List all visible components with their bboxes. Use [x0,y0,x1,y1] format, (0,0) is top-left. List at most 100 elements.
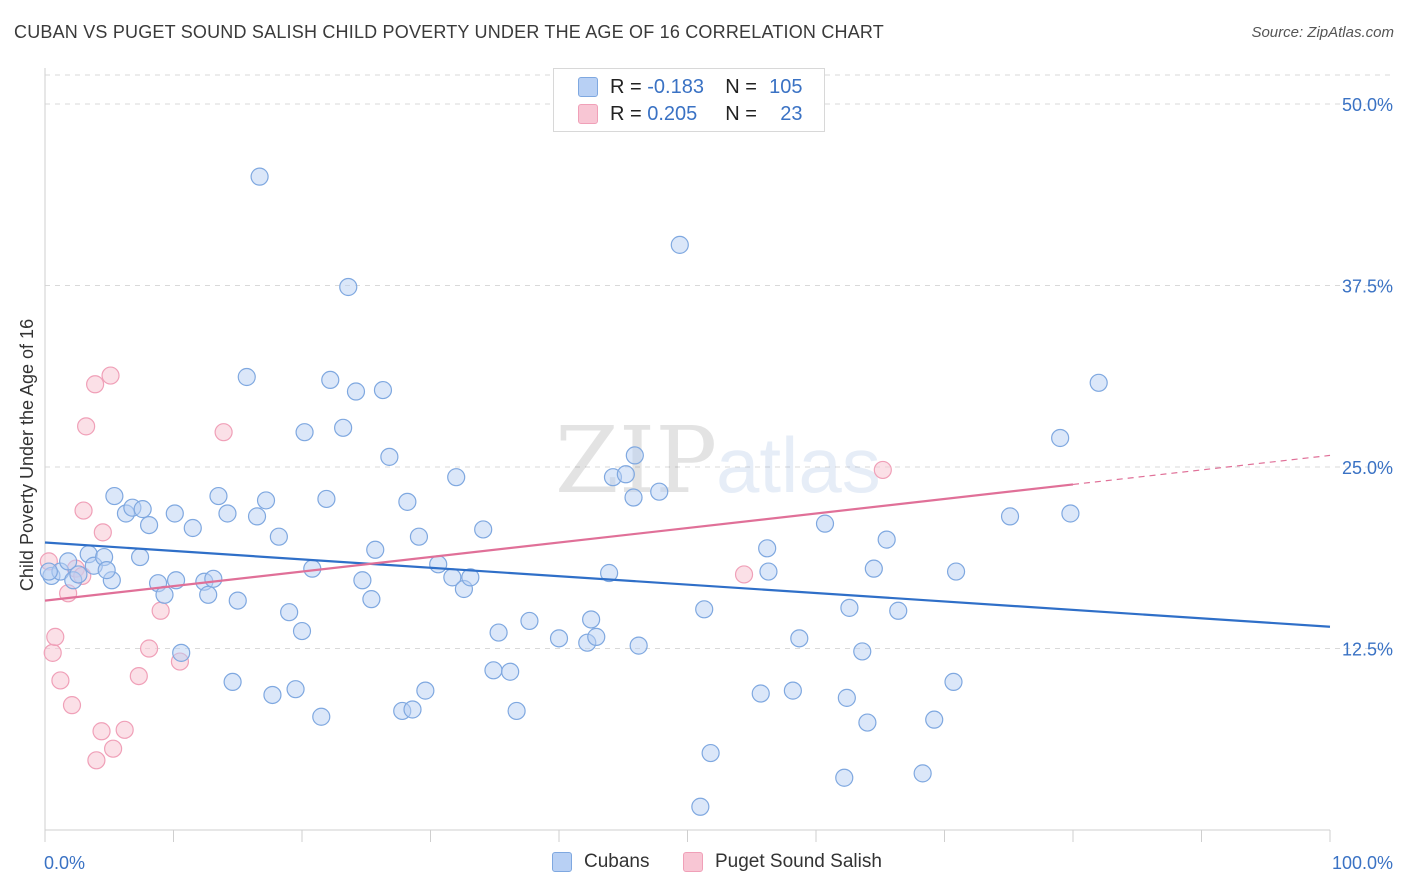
data-point-cubans [1089,373,1108,392]
data-point-cubans [237,367,256,387]
data-point-cubans [312,707,331,726]
data-point-cubans [913,764,932,783]
data-point-cubans [334,418,353,437]
series-cubans-points [39,167,1108,816]
bottom-legend-label-puget-sound-salish: Puget Sound Salish [715,851,882,872]
data-point-cubans [582,610,601,629]
data-point-cubans [317,489,336,509]
data-point-cubans [321,370,340,390]
data-point-cubans [204,569,223,588]
data-point-puget-sound-salish [43,643,62,662]
trend-line-puget-sound-salish-extension [1072,454,1331,486]
data-point-cubans [691,797,710,816]
data-point-puget-sound-salish [51,671,70,690]
data-point-cubans [587,627,606,646]
bottom-legend-cubans: Cubans [552,851,650,873]
legend-n-value: 23 [780,102,803,125]
data-point-cubans [353,571,372,590]
bottom-legend-swatch-puget-sound-salish [683,852,703,872]
data-point-cubans [429,555,448,574]
data-point-cubans [835,768,854,787]
trend-line-cubans [44,541,1331,628]
data-point-cubans [250,167,269,186]
data-point-puget-sound-salish [74,501,93,520]
data-point-cubans [695,600,714,619]
data-point-puget-sound-salish [129,666,148,686]
data-point-puget-sound-salish [214,423,233,442]
data-point-puget-sound-salish [734,565,754,584]
data-point-cubans [165,504,184,523]
data-point-puget-sound-salish [104,739,123,758]
legend-row-puget-sound-salish: R = 0.205 N = 23 [578,102,803,126]
data-point-cubans [489,623,508,642]
legend-r-label: R = [610,102,642,125]
legend-row-cubans: R = -0.183 N = 105 [578,75,803,99]
data-point-cubans [549,629,569,648]
trend-line-puget-sound-salish [44,483,1074,602]
y-tick-label: 37.5% [1342,277,1393,297]
data-point-cubans [783,681,802,700]
data-point-cubans [877,530,896,549]
data-point-cubans [366,540,385,559]
data-point-cubans [447,468,466,487]
legend-swatch-cubans [578,77,598,97]
data-point-puget-sound-salish [151,601,170,620]
data-point-cubans [199,585,218,604]
x-tick-labels: 0.0% 100.0% [44,853,1393,873]
data-point-cubans [600,563,619,583]
data-point-cubans [484,661,503,680]
bottom-legend-puget-sound-salish: Puget Sound Salish [683,851,882,873]
data-point-cubans [263,685,282,705]
data-point-cubans [864,559,883,578]
data-point-cubans [403,700,422,719]
data-point-cubans [69,565,88,584]
y-tick-label: 25.0% [1342,458,1393,478]
data-point-cubans [97,561,116,580]
bottom-legend-label-cubans: Cubans [584,851,650,872]
data-point-cubans [409,527,429,546]
data-point-puget-sound-salish [87,751,106,770]
data-point-cubans [790,629,809,648]
data-point-cubans [247,507,267,526]
data-point-cubans [507,701,526,721]
legend-n-label: N = [725,75,757,98]
y-axis-label: Child Poverty Under the Age of 16 [17,319,37,591]
data-point-cubans [39,562,58,581]
data-point-cubans [256,491,276,510]
data-point-puget-sound-salish [139,639,159,658]
data-point-cubans [105,486,124,506]
x-tick-label: 0.0% [44,853,85,873]
data-point-cubans [759,562,778,581]
data-point-cubans [616,465,635,484]
data-point-cubans [840,598,859,617]
data-point-cubans [751,684,770,703]
bottom-legend-swatch-cubans [552,852,572,872]
data-point-cubans [339,277,358,297]
legend-n-label: N = [725,102,757,125]
data-point-puget-sound-salish [92,722,111,741]
data-point-cubans [228,591,247,610]
data-point-cubans [280,603,299,622]
data-point-cubans [380,447,399,466]
data-point-puget-sound-salish [873,460,892,480]
legend-r-value: -0.183 [647,75,704,98]
data-point-cubans [292,621,312,641]
data-point-cubans [501,662,520,681]
data-point-cubans [133,500,152,519]
data-point-cubans [625,446,644,465]
data-point-cubans [520,611,539,631]
y-tick-labels: 12.5% 25.0% 37.5% 50.0% [1342,95,1393,659]
data-point-cubans [1000,507,1020,526]
y-tick-label: 50.0% [1342,95,1393,115]
data-point-cubans [218,504,237,523]
watermark: ZIP atlas [555,407,881,514]
legend-r-label: R = [610,75,642,98]
data-point-cubans [944,672,963,692]
data-point-cubans [815,514,835,533]
data-point-puget-sound-salish [115,720,134,739]
data-point-cubans [461,568,480,587]
legend-n-value: 105 [769,75,803,98]
chart-title: CUBAN VS PUGET SOUND SALISH CHILD POVERT… [14,22,884,42]
data-point-cubans [183,518,202,538]
